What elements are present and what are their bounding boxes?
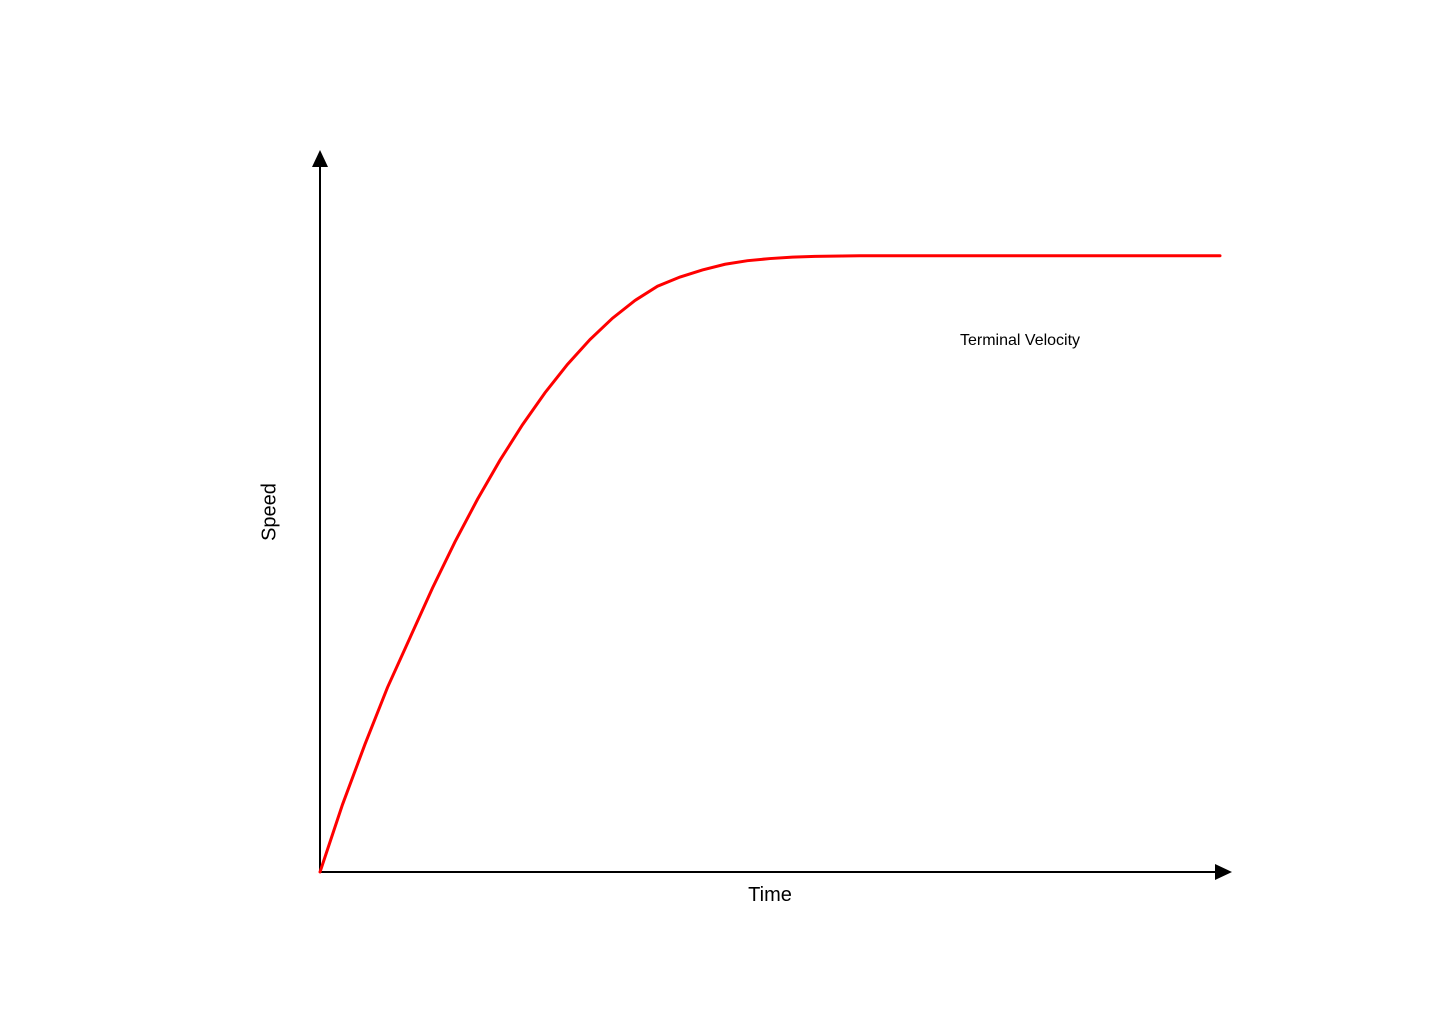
y-axis-label: Speed xyxy=(259,483,282,541)
chart-svg xyxy=(120,62,1320,962)
y-axis-arrow xyxy=(312,150,328,167)
velocity-curve xyxy=(320,256,1220,872)
x-axis-arrow xyxy=(1215,864,1232,880)
chart-container: Speed Time Terminal Velocity xyxy=(120,62,1320,962)
terminal-velocity-label: Terminal Velocity xyxy=(960,332,1080,350)
x-axis-label: Time xyxy=(748,884,792,907)
